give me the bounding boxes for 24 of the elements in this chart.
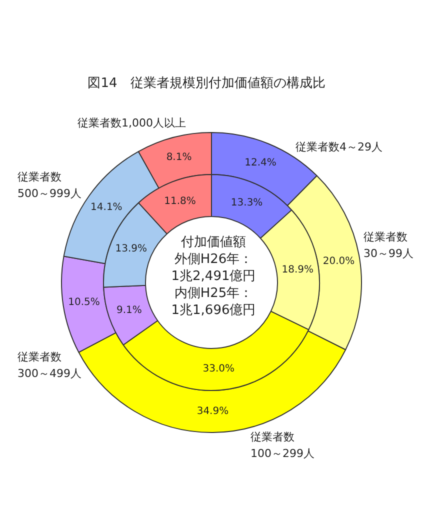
text: 付加価値額	[180, 235, 246, 250]
slice-label: 従業者数 30～99人	[364, 230, 414, 260]
data-label: 34.9%	[196, 406, 229, 417]
data-label: 13.9%	[115, 244, 148, 255]
data-label: 33.0%	[202, 364, 234, 375]
data-label: 8.1%	[166, 152, 192, 164]
data-label: 11.8%	[164, 196, 196, 207]
data-label: 10.5%	[68, 296, 100, 308]
text: 外側H26年：	[174, 252, 253, 267]
slice-label: 従業者数 300～499人	[18, 350, 82, 380]
slice-label: 従業者数1,000人以上	[78, 116, 186, 130]
data-label: 12.4%	[244, 158, 276, 169]
chart-title: 図14 従業者規模別付加価値額の構成比	[88, 76, 326, 91]
data-label: 13.3%	[230, 197, 263, 208]
slice-label: 従業者数 100～299人	[250, 430, 314, 460]
slice-label: 従業者数4～29人	[296, 140, 382, 154]
data-label: 14.1%	[90, 202, 122, 214]
data-label: 9.1%	[116, 305, 142, 316]
data-label: 18.9%	[282, 264, 314, 276]
text: 1兆1,696億円	[171, 303, 256, 318]
slice-label: 従業者数 500～999人	[18, 170, 82, 200]
data-label: 20.0%	[322, 256, 355, 268]
text: 内側H25年：	[174, 286, 253, 301]
text: 1兆2,491億円	[171, 269, 256, 284]
